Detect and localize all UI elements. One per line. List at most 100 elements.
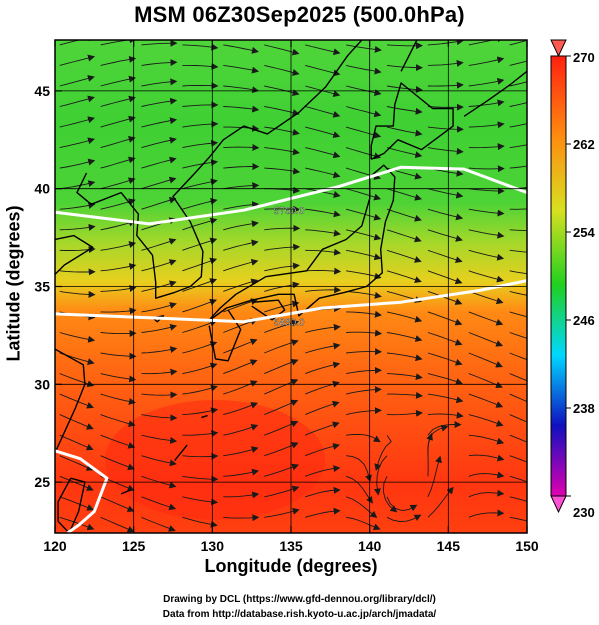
streamline bbox=[427, 486, 454, 518]
y-axis-ticks: 25 30 35 40 45 bbox=[34, 83, 62, 490]
streamline bbox=[223, 239, 259, 251]
streamline bbox=[100, 373, 137, 383]
streamline bbox=[305, 147, 341, 159]
gridlines bbox=[55, 40, 527, 533]
streamline bbox=[223, 338, 258, 354]
streamline bbox=[468, 290, 504, 305]
credit-drawing: Drawing by DCL (https://www.gfd-dennou.o… bbox=[163, 594, 436, 605]
streamline bbox=[59, 393, 95, 409]
streamline bbox=[59, 223, 96, 231]
x-tick-label: 140 bbox=[358, 538, 382, 554]
streamline bbox=[427, 411, 464, 419]
coastline bbox=[208, 309, 242, 362]
streamline bbox=[509, 393, 527, 403]
streamline bbox=[346, 44, 382, 53]
colorbar: 270 262 254 246 238 230 bbox=[550, 39, 595, 520]
streamline bbox=[223, 258, 259, 272]
streamline bbox=[59, 455, 94, 471]
streamline bbox=[100, 241, 137, 251]
streamline bbox=[182, 237, 218, 251]
streamline bbox=[182, 43, 219, 51]
streamline bbox=[59, 201, 96, 210]
streamline bbox=[100, 496, 135, 512]
streamline bbox=[468, 471, 505, 479]
streamline bbox=[59, 75, 95, 87]
streamline bbox=[386, 409, 423, 417]
streamline bbox=[427, 40, 464, 46]
streamline bbox=[141, 78, 178, 87]
streamline bbox=[345, 496, 378, 518]
map-title: MSM 06Z30Sep2025 (500.0hPa) bbox=[134, 2, 465, 27]
colorbar-tick-label: 262 bbox=[573, 137, 595, 152]
streamline bbox=[509, 496, 527, 502]
streamline bbox=[182, 82, 219, 90]
streamline bbox=[100, 285, 137, 293]
streamline bbox=[182, 217, 218, 231]
streamline bbox=[346, 433, 381, 443]
coastline bbox=[55, 234, 94, 295]
streamline bbox=[386, 229, 422, 243]
streamline bbox=[100, 177, 136, 190]
colorbar-tick-label: 270 bbox=[573, 50, 595, 65]
streamline bbox=[182, 197, 218, 210]
streamline bbox=[141, 455, 177, 467]
streamline bbox=[509, 414, 527, 423]
streamline bbox=[468, 270, 504, 283]
streamline bbox=[182, 139, 219, 149]
streamline bbox=[305, 507, 341, 518]
y-axis-title: Latitude (degrees) bbox=[3, 205, 24, 362]
contour-label: 5880.0 bbox=[274, 318, 305, 329]
colorbar-bottom-triangle bbox=[550, 495, 567, 514]
streamline bbox=[468, 489, 505, 498]
streamline bbox=[100, 434, 136, 449]
streamline bbox=[264, 378, 299, 395]
streamline bbox=[509, 455, 527, 463]
streamline bbox=[305, 486, 341, 498]
streamline bbox=[100, 352, 137, 360]
streamline bbox=[509, 229, 527, 231]
streamline bbox=[182, 496, 219, 506]
streamline bbox=[305, 443, 341, 457]
coastline bbox=[55, 348, 86, 454]
streamline bbox=[182, 362, 218, 375]
streamline bbox=[509, 249, 527, 253]
streamline bbox=[59, 180, 96, 190]
streamline bbox=[264, 243, 301, 251]
streamline bbox=[223, 220, 259, 231]
streamline bbox=[59, 332, 96, 343]
contour-label: 5760.0 bbox=[274, 206, 305, 217]
streamline bbox=[346, 348, 383, 356]
streamline bbox=[59, 158, 96, 169]
colorbar-tick-label: 238 bbox=[573, 401, 595, 416]
streamline bbox=[100, 115, 136, 128]
streamline bbox=[468, 311, 504, 326]
streamline bbox=[427, 81, 464, 89]
streamline bbox=[264, 262, 300, 272]
coastline bbox=[120, 489, 131, 495]
streamline bbox=[223, 468, 260, 477]
streamline bbox=[427, 393, 464, 404]
streamline bbox=[468, 56, 505, 66]
streamline bbox=[305, 126, 341, 139]
streamline bbox=[468, 77, 505, 87]
streamline bbox=[427, 424, 449, 456]
streamline bbox=[141, 323, 178, 333]
streamline bbox=[346, 270, 382, 280]
streamline bbox=[345, 126, 382, 139]
streamline bbox=[100, 56, 137, 66]
streamline bbox=[100, 263, 137, 272]
streamline bbox=[141, 496, 177, 511]
streamline bbox=[427, 249, 463, 264]
streamline bbox=[345, 85, 382, 96]
streamline bbox=[100, 219, 136, 231]
streamline bbox=[509, 123, 527, 128]
streamline bbox=[509, 290, 527, 296]
colorbar-tick-label: 246 bbox=[573, 313, 595, 328]
streamline bbox=[386, 85, 423, 93]
streamline bbox=[100, 329, 137, 337]
streamline bbox=[182, 101, 219, 109]
streamline bbox=[264, 126, 300, 136]
colorbar-tick-label: 254 bbox=[573, 225, 595, 240]
streamline bbox=[59, 475, 94, 491]
streamline bbox=[468, 414, 504, 427]
